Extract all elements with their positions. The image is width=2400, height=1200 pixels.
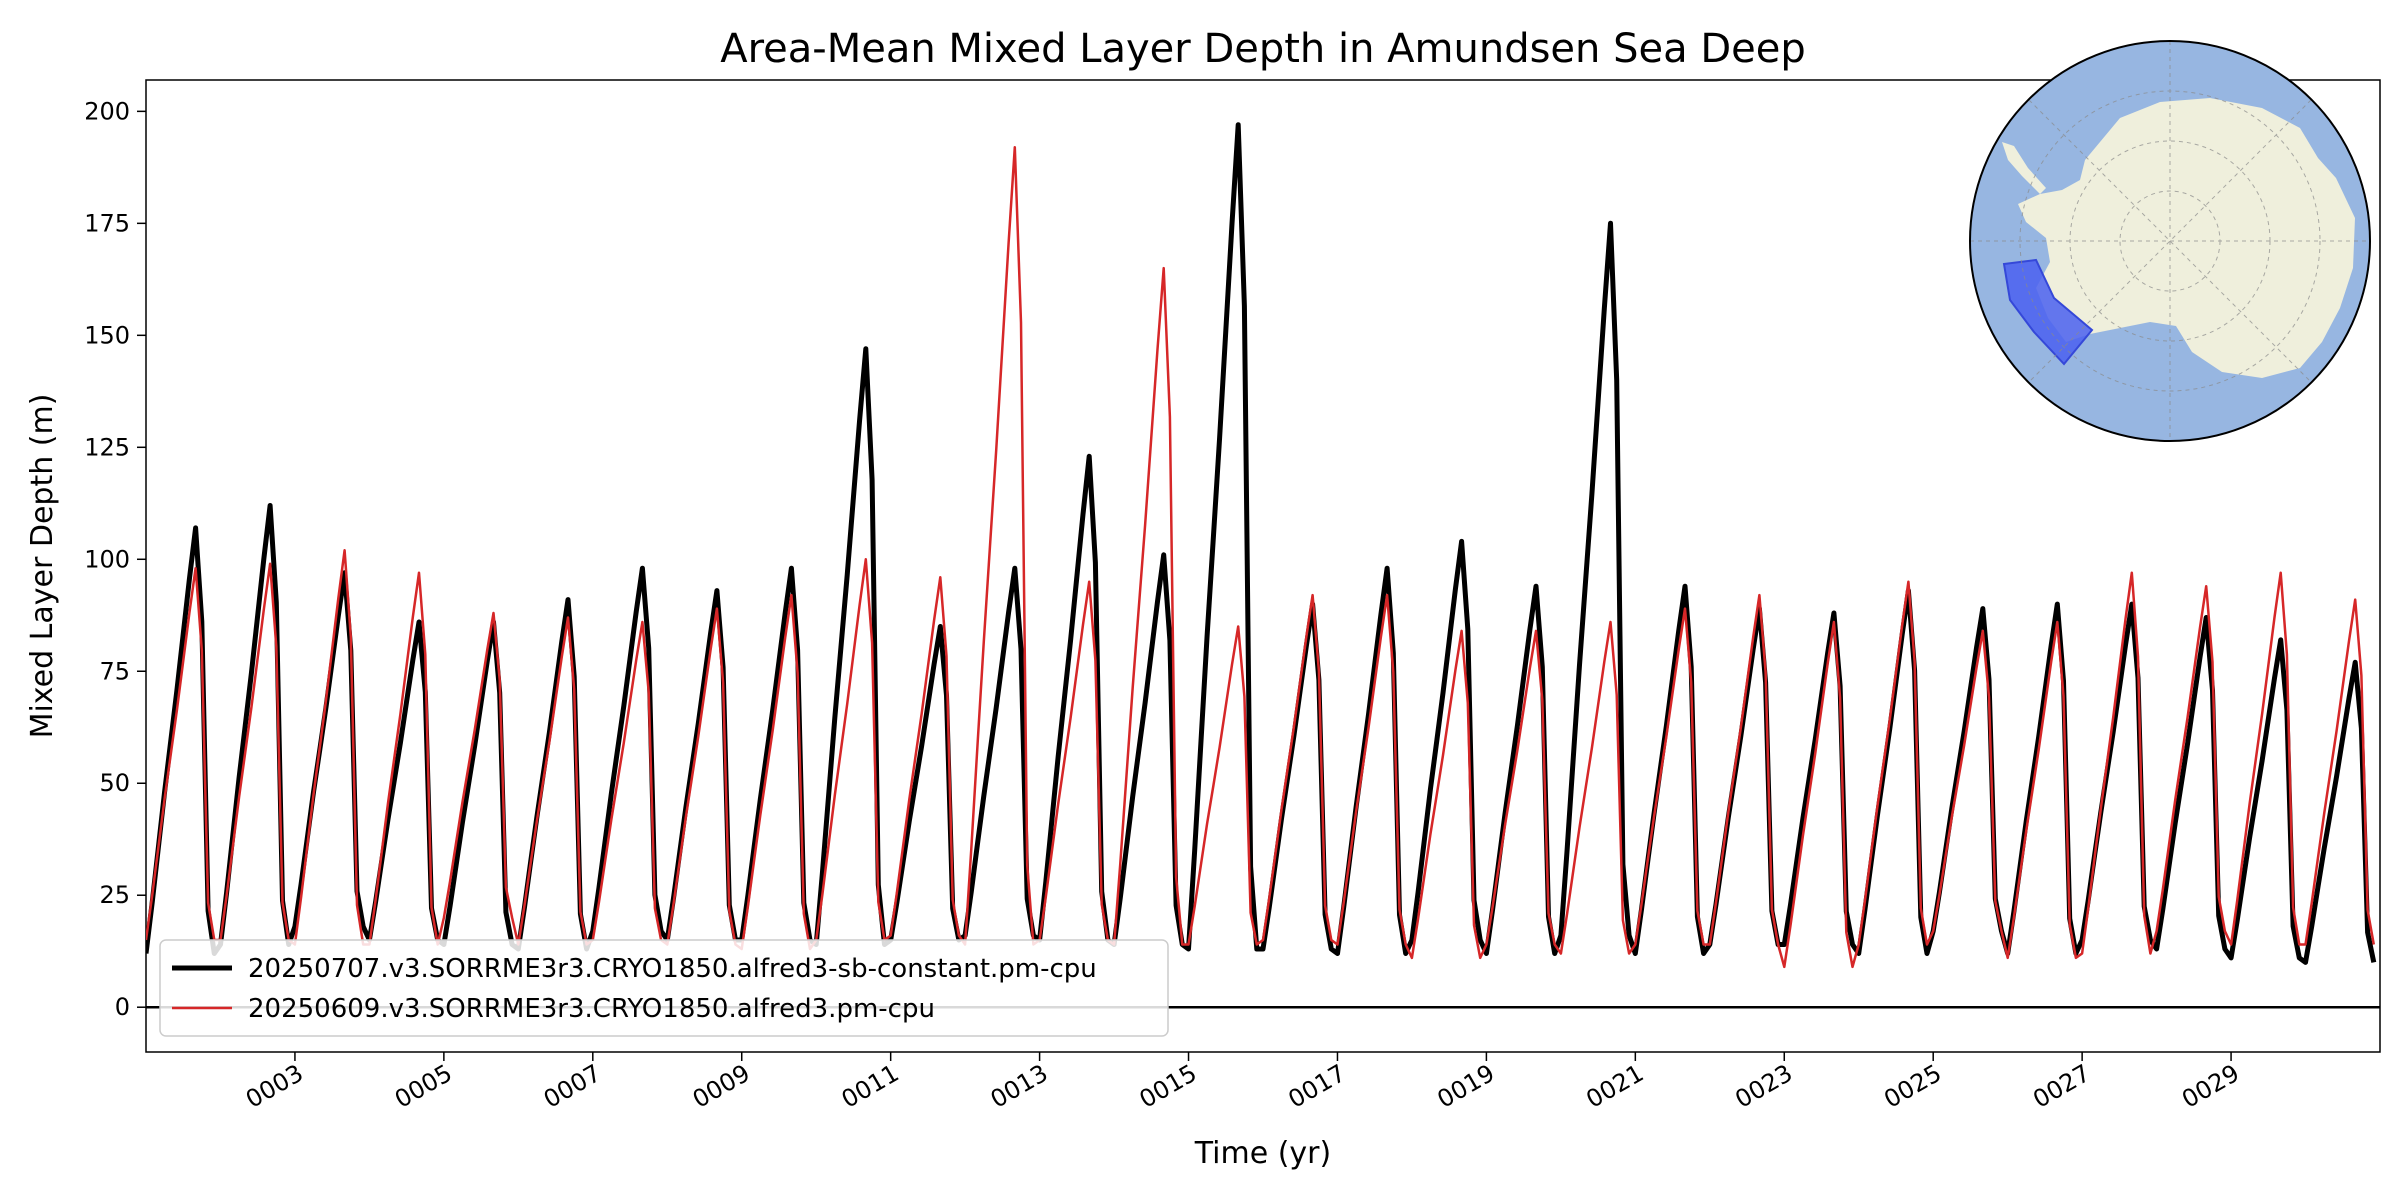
y-tick-label: 0 (115, 993, 130, 1021)
y-tick-label: 150 (84, 321, 130, 349)
x-tick-label: 0025 (1879, 1059, 1946, 1114)
y-tick-label: 100 (84, 545, 130, 573)
legend: 20250707.v3.SORRME3r3.CRYO1850.alfred3-s… (159, 939, 1169, 1037)
x-tick-label: 0007 (539, 1059, 606, 1114)
inset-peninsula (2002, 142, 2046, 194)
y-tick-label: 25 (99, 881, 130, 909)
inset-graticule (1970, 41, 2370, 441)
y-tick-label: 75 (99, 657, 130, 685)
legend-label-series-2: 20250609.v3.SORRME3r3.CRYO1850.alfred3.p… (248, 994, 935, 1024)
x-tick-label: 0017 (1284, 1059, 1351, 1114)
inset-map (1969, 40, 2371, 442)
x-tick-label: 0023 (1730, 1059, 1797, 1114)
y-tick-label: 200 (84, 97, 130, 125)
inset-outline (1969, 40, 2371, 442)
legend-box (159, 939, 1169, 1037)
y-tick-label: 50 (99, 769, 130, 797)
x-tick-label: 0027 (2028, 1059, 2095, 1114)
x-tick-label: 0021 (1581, 1059, 1648, 1114)
x-tick-label: 0019 (1433, 1059, 1500, 1114)
x-tick-label: 0011 (837, 1059, 904, 1114)
legend-label-series-1: 20250707.v3.SORRME3r3.CRYO1850.alfred3-s… (248, 954, 1097, 984)
chart-title: Area-Mean Mixed Layer Depth in Amundsen … (720, 26, 1806, 72)
x-tick-label: 0029 (2177, 1059, 2244, 1114)
x-tick-label: 0003 (241, 1059, 308, 1114)
x-axis-label: Time (yr) (1194, 1136, 1331, 1171)
x-tick-label: 0005 (390, 1059, 457, 1114)
x-tick-label: 0009 (688, 1059, 755, 1114)
x-tick-label: 0015 (1135, 1059, 1202, 1114)
y-axis-label: Mixed Layer Depth (m) (25, 394, 60, 739)
y-tick-label: 175 (84, 209, 130, 237)
y-tick-label: 125 (84, 433, 130, 461)
inset-highlighted-region (2002, 258, 2094, 366)
x-tick-label: 0013 (986, 1059, 1053, 1114)
